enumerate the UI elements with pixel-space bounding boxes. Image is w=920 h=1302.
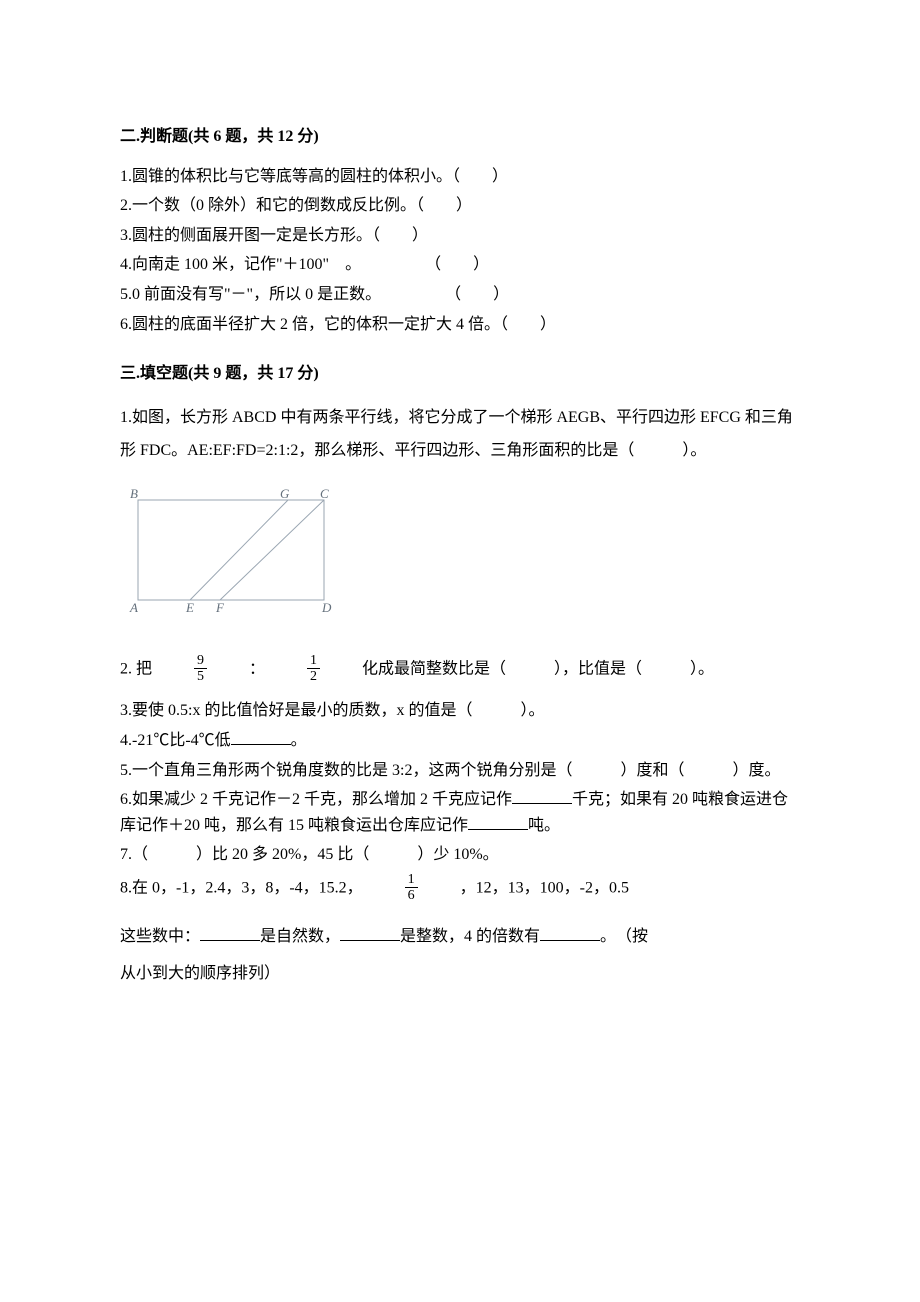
s3-q6-n: 6. — [120, 791, 132, 808]
svg-text:D: D — [321, 600, 332, 615]
svg-text:E: E — [185, 600, 194, 615]
section3-title: 三.填空题(共 9 题，共 17 分) — [120, 361, 800, 387]
blank-input — [512, 787, 572, 804]
s3-q8-l2b: 是自然数， — [260, 928, 340, 945]
s3-q6-p1: 如果减少 2 千克记作－2 千克，那么增加 2 千克应记作 — [132, 791, 512, 808]
frac-den: 5 — [194, 669, 207, 684]
frac-num: 9 — [194, 653, 207, 669]
s2-q2-n: 2. — [120, 197, 132, 214]
s2-q5-n: 5. — [120, 286, 132, 303]
s3-q5: 5.一个直角三角形两个锐角度数的比是 3:2，这两个锐角分别是（ ）度和（ ）度… — [120, 758, 800, 784]
section2-title: 二.判断题(共 6 题，共 12 分) — [120, 124, 800, 150]
blank-input — [340, 924, 400, 941]
s2-q4-text: 向南走 100 米，记作"＋100" 。 （ ） — [132, 256, 489, 273]
s2-q2-text: 一个数（0 除外）和它的倒数成反比例。（ ） — [132, 197, 472, 214]
fraction-1-6: 1 6 — [405, 872, 418, 906]
s3-q4-post: 。 — [291, 732, 307, 749]
trapezoid-figure-svg: A B C D E F G — [120, 486, 340, 616]
s2-q6-n: 6. — [120, 316, 132, 333]
blank-input — [200, 924, 260, 941]
s3-q3: 3.要使 0.5:x 的比值恰好是最小的质数，x 的值是（ ）。 — [120, 698, 800, 724]
s2-q5-text: 0 前面没有写"－"，所以 0 是正数。 （ ） — [132, 286, 509, 303]
frac-num: 1 — [405, 872, 418, 888]
s3-q1: 1.如图，长方形 ABCD 中有两条平行线，将它分成了一个梯形 AEGB、平行四… — [120, 401, 800, 468]
s2-q3-n: 3. — [120, 227, 132, 244]
geometry-figure: A B C D E F G — [120, 486, 800, 625]
s2-q1-n: 1. — [120, 168, 132, 185]
s3-q6: 6.如果减少 2 千克记作－2 千克，那么增加 2 千克应记作千克；如果有 20… — [120, 787, 800, 838]
svg-text:A: A — [129, 600, 138, 615]
s2-q5: 5.0 前面没有写"－"，所以 0 是正数。 （ ） — [120, 282, 800, 308]
s3-q5-n: 5. — [120, 762, 132, 779]
s3-q2: 2. 把 9 5 ： 1 2 化成最简整数比是（ ），比值是（ ）。 — [120, 653, 800, 687]
s2-q1: 1.圆锥的体积比与它等底等高的圆柱的体积小。（ ） — [120, 164, 800, 190]
s3-q8-n: 8. — [120, 879, 132, 896]
s3-q7-n: 7. — [120, 846, 132, 863]
s3-q7-text: （ ）比 20 多 20%，45 比（ ）少 10%。 — [132, 846, 499, 863]
blank-input — [468, 813, 528, 830]
fraction-1-2: 1 2 — [307, 653, 320, 687]
svg-text:C: C — [320, 486, 329, 501]
s3-q8-l2a: 这些数中： — [120, 928, 200, 945]
s3-q7: 7.（ ）比 20 多 20%，45 比（ ）少 10%。 — [120, 842, 800, 868]
s3-q1-n: 1. — [120, 409, 132, 426]
s2-q3-text: 圆柱的侧面展开图一定是长方形。（ ） — [132, 227, 428, 244]
s2-q6: 6.圆柱的底面半径扩大 2 倍，它的体积一定扩大 4 倍。（ ） — [120, 312, 800, 338]
blank-input — [231, 728, 291, 745]
svg-text:G: G — [280, 486, 290, 501]
frac-den: 6 — [405, 888, 418, 903]
frac-den: 2 — [307, 669, 320, 684]
blank-input — [540, 924, 600, 941]
s2-q1-text: 圆锥的体积比与它等底等高的圆柱的体积小。（ ） — [132, 168, 508, 185]
s3-q6-p3: 吨。 — [528, 817, 560, 834]
s3-q3-text: 要使 0.5:x 的比值恰好是最小的质数，x 的值是（ ）。 — [132, 702, 544, 719]
s2-q2: 2.一个数（0 除外）和它的倒数成反比例。（ ） — [120, 193, 800, 219]
s3-q3-n: 3. — [120, 702, 132, 719]
s2-q4-n: 4. — [120, 256, 132, 273]
s3-q2-pre: 把 — [136, 660, 152, 677]
fraction-9-5: 9 5 — [194, 653, 207, 687]
svg-text:F: F — [215, 600, 225, 615]
s2-q6-text: 圆柱的底面半径扩大 2 倍，它的体积一定扩大 4 倍。（ ） — [132, 316, 556, 333]
s3-q5-text: 一个直角三角形两个锐角度数的比是 3:2，这两个锐角分别是（ ）度和（ ）度。 — [132, 762, 780, 779]
s3-q8-pre: 在 0，-1，2.4，3，8，-4，15.2， — [132, 879, 363, 896]
s3-q8-line3: 从小到大的顺序排列） — [120, 957, 800, 991]
s3-q8: 8.在 0，-1，2.4，3，8，-4，15.2， 1 6 ，12，13，100… — [120, 872, 800, 906]
s3-q4-pre: -21℃比-4℃低 — [132, 732, 231, 749]
s3-q8-line2: 这些数中： 是自然数， 是整数，4 的倍数有 。 （按 — [120, 920, 800, 954]
s3-q8-l2d: 。 （按 — [600, 928, 648, 945]
frac-num: 1 — [307, 653, 320, 669]
s3-q8-post: ，12，13，100，-2，0.5 — [460, 879, 629, 896]
s2-q3: 3.圆柱的侧面展开图一定是长方形。（ ） — [120, 223, 800, 249]
s3-q4-n: 4. — [120, 732, 132, 749]
svg-text:B: B — [130, 486, 138, 501]
s3-q4: 4.-21℃比-4℃低 。 — [120, 728, 800, 754]
s2-q4: 4.向南走 100 米，记作"＋100" 。 （ ） — [120, 252, 800, 278]
s3-q1-text: 如图，长方形 ABCD 中有两条平行线，将它分成了一个梯形 AEGB、平行四边形… — [120, 409, 793, 460]
s3-q2-mid: 化成最简整数比是（ ），比值是（ ）。 — [362, 660, 714, 677]
s3-q2-colon: ： — [249, 660, 265, 677]
s3-q8-l2c: 是整数，4 的倍数有 — [400, 928, 540, 945]
s3-q2-n: 2. — [120, 660, 132, 677]
